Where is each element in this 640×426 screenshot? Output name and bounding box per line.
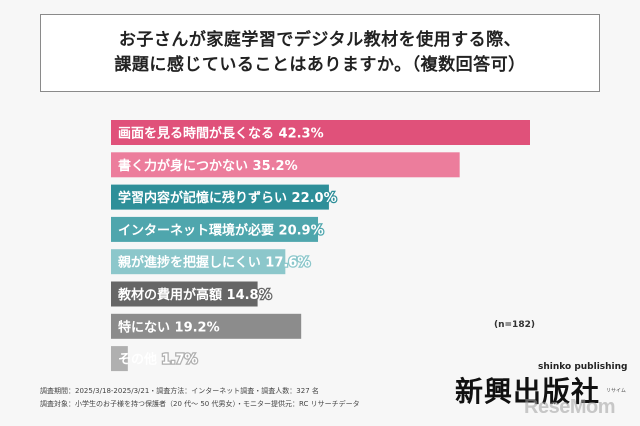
bar-label-8: その他 1.7% bbox=[118, 352, 198, 368]
value-label-3: 22.0% bbox=[292, 191, 337, 206]
value-label-1: 42.3% bbox=[279, 127, 324, 142]
chart-title-line2: 課題に感じていることはありますか。（複数回答可） bbox=[114, 55, 526, 75]
bar-3 bbox=[111, 184, 329, 210]
survey-period-footnote: 調査期間：2025/3/18-2025/3/21・調査方法：インターネット調査・… bbox=[40, 387, 319, 395]
resemom-watermark: ReseMom bbox=[524, 396, 615, 418]
category-label-7: 特にない bbox=[118, 319, 175, 335]
category-label-1: 画面を見る時間が長くなる bbox=[118, 126, 279, 142]
bar-8 bbox=[111, 346, 128, 372]
bar-5 bbox=[111, 249, 286, 275]
bar-label-3: 学習内容が記憶に残りずらい 22.0% bbox=[118, 190, 337, 206]
brand-subtitle: shinko publishing bbox=[538, 362, 628, 372]
value-label-4: 20.9% bbox=[279, 223, 324, 238]
value-label-6: 14.8% bbox=[227, 288, 272, 303]
category-label-8: その他 bbox=[118, 352, 162, 368]
bar-2 bbox=[111, 152, 460, 178]
bar-1 bbox=[111, 120, 530, 145]
value-label-7: 19.2% bbox=[175, 320, 220, 335]
bar-label-4: インターネット環境が必要 20.9% bbox=[118, 222, 324, 238]
bar-label-6: 教材の費用が高額 14.8% bbox=[117, 287, 272, 303]
sample-size-label: (n=182) bbox=[494, 320, 535, 330]
bar-label-1: 画面を見る時間が長くなる 42.3% bbox=[118, 126, 324, 142]
category-label-6: 教材の費用が高額 bbox=[117, 287, 227, 303]
value-label-5: 17.6% bbox=[265, 256, 310, 271]
bar-label-7: 特にない 19.2% bbox=[118, 319, 220, 335]
value-label-8: 1.7% bbox=[162, 353, 198, 368]
value-label-2: 35.2% bbox=[253, 159, 298, 174]
title-box: お子さんが家庭学習でデジタル教材を使用する際、 課題に感じていることはありますか… bbox=[40, 14, 600, 92]
bar-7 bbox=[111, 313, 302, 339]
bar-6 bbox=[111, 281, 258, 307]
category-label-4: インターネット環境が必要 bbox=[118, 222, 279, 238]
category-label-2: 書く力が身につかない bbox=[118, 158, 253, 174]
survey-target-footnote: 調査対象：小学生のお子様を持つ保護者（20 代～ 50 代男女）・モニター提供元… bbox=[40, 400, 360, 408]
brand-logo: 新興出版社 bbox=[455, 375, 601, 408]
bar-label-5: 親が進捗を把握しにくい 17.6% bbox=[118, 255, 310, 271]
brand-kana: リサイム bbox=[606, 388, 626, 394]
bar-4 bbox=[111, 216, 319, 242]
category-label-5: 親が進捗を把握しにくい bbox=[118, 255, 265, 271]
category-label-3: 学習内容が記憶に残りずらい bbox=[118, 190, 292, 206]
chart-title-line1: お子さんが家庭学習でデジタル教材を使用する際、 bbox=[118, 30, 522, 50]
bar-label-2: 書く力が身につかない 35.2% bbox=[118, 158, 298, 174]
